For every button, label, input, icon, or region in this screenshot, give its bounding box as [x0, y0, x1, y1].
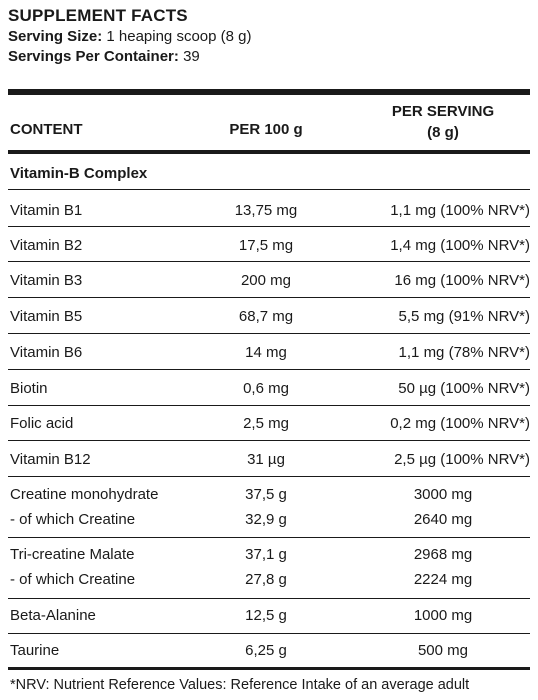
serving-size-value: 1 heaping scoop (8 g)	[106, 28, 252, 45]
row-name: Vitamin B5	[10, 308, 83, 325]
row-serving: 2,5 µg (100% NRV*)	[394, 451, 530, 468]
nrv-footnote: *NRV: Nutrient Reference Values: Referen…	[10, 677, 470, 693]
row-per100: 37,5 g	[245, 486, 287, 503]
row-serving: 1,1 mg (100% NRV*)	[390, 202, 530, 219]
row-divider	[8, 476, 530, 477]
row-per100: 6,25 g	[245, 642, 287, 659]
row-serving: 2640 mg	[413, 511, 473, 528]
row-name: Vitamin B6	[10, 344, 83, 361]
row-per100: 37,1 g	[245, 546, 287, 563]
row-per100: 2,5 mg	[243, 415, 289, 432]
row-per100: 12,5 g	[245, 607, 287, 624]
row-serving: 0,2 mg (100% NRV*)	[390, 415, 530, 432]
thick-divider	[8, 89, 530, 95]
row-name: Vitamin B2	[10, 237, 83, 254]
row-divider	[8, 189, 530, 190]
row-serving: 3000 mg	[413, 486, 473, 503]
row-serving: 1000 mg	[413, 607, 473, 624]
row-per100: 200 mg	[240, 272, 292, 289]
serving-size-line: Serving Size: 1 heaping scoop (8 g)	[8, 27, 530, 47]
row-divider	[8, 333, 530, 334]
row-name: Vitamin B1	[10, 202, 83, 219]
row-name: Beta-Alanine	[10, 607, 96, 624]
row-per100: 68,7 mg	[238, 308, 294, 325]
row-per100: 31 µg	[247, 451, 285, 468]
row-per100: 17,5 mg	[238, 237, 294, 254]
row-serving: 16 mg (100% NRV*)	[394, 272, 530, 289]
row-per100: 27,8 g	[245, 571, 287, 588]
row-divider	[8, 369, 530, 370]
header-content: CONTENT	[10, 121, 83, 138]
row-divider	[8, 405, 530, 406]
row-name: Vitamin B12	[10, 451, 91, 468]
servings-per-container-label: Servings Per Container:	[8, 48, 179, 65]
row-divider	[8, 598, 530, 599]
row-divider	[8, 261, 530, 262]
row-name: Creatine monohydrate	[10, 486, 159, 503]
row-per100: 0,6 mg	[243, 380, 289, 397]
panel-title: SUPPLEMENT FACTS	[8, 6, 188, 25]
servings-per-container-value: 39	[183, 48, 200, 65]
serving-size-label: Serving Size:	[8, 28, 103, 45]
row-name: Biotin	[10, 380, 48, 397]
bottom-divider	[8, 667, 530, 670]
row-name: Vitamin B3	[10, 272, 83, 289]
row-serving: 50 µg (100% NRV*)	[398, 380, 530, 397]
row-divider	[8, 226, 530, 227]
row-divider	[8, 440, 530, 441]
header-per-100g: PER 100 g	[229, 121, 303, 138]
row-subname: - of which Creatine	[10, 571, 136, 588]
row-serving: 1,4 mg (100% NRV*)	[390, 237, 530, 254]
header-per-serving: PER SERVING	[391, 103, 495, 120]
row-per100: 32,9 g	[245, 511, 287, 528]
row-divider	[8, 537, 530, 538]
row-serving: 2968 mg	[413, 546, 473, 563]
row-per100: 13,75 mg	[234, 202, 298, 219]
header-per-serving-size: (8 g)	[427, 124, 459, 141]
supplement-facts-panel: SUPPLEMENT FACTS Serving Size: 1 heaping…	[8, 5, 530, 693]
row-subname: - of which Creatine	[10, 511, 136, 528]
header-divider	[8, 150, 530, 154]
row-serving: 1,1 mg (78% NRV*)	[398, 344, 530, 361]
row-divider	[8, 297, 530, 298]
section-heading: Vitamin-B Complex	[10, 165, 148, 182]
row-per100: 14 mg	[245, 344, 287, 361]
row-serving: 5,5 mg (91% NRV*)	[398, 308, 530, 325]
row-serving: 500 mg	[417, 642, 469, 659]
servings-per-container-line: Servings Per Container: 39	[8, 47, 530, 67]
row-name: Folic acid	[10, 415, 74, 432]
row-name: Tri-creatine Malate	[10, 546, 135, 563]
row-name: Taurine	[10, 642, 60, 659]
row-serving: 2224 mg	[413, 571, 473, 588]
row-divider	[8, 633, 530, 634]
